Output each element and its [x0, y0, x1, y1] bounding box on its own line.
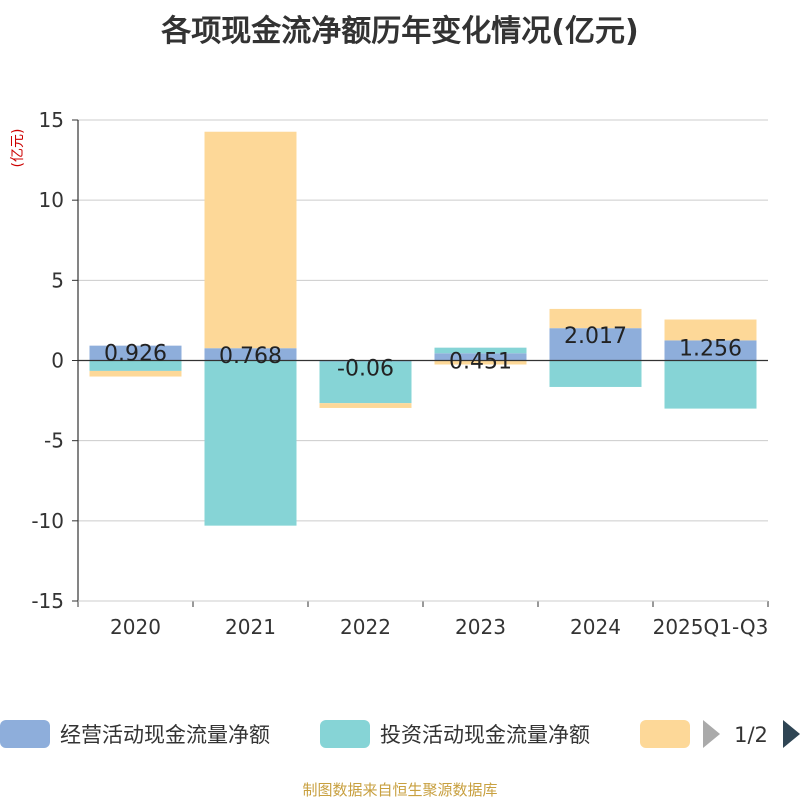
- data-label: 0.451: [449, 349, 512, 374]
- y-tick-label: 0: [51, 349, 64, 373]
- bar-segment: [549, 328, 642, 361]
- data-label: 0.768: [219, 344, 282, 369]
- legend-prev-icon[interactable]: [703, 720, 720, 748]
- y-tick-label: 10: [39, 188, 64, 212]
- bar-segment: [319, 361, 412, 404]
- legend-swatch: [320, 720, 370, 748]
- data-label: 1.256: [679, 336, 742, 361]
- bar-segment: [434, 353, 527, 361]
- bar-segment: [434, 360, 527, 365]
- bar-segment: [89, 370, 182, 377]
- source-note: 制图数据来自恒生聚源数据库: [302, 781, 498, 799]
- legend-label: 经营活动现金流量净额: [60, 723, 270, 747]
- bar-segment: [549, 360, 642, 387]
- bar-segment: [434, 347, 527, 354]
- bar-segment: [204, 360, 297, 526]
- bar-segment: [204, 131, 297, 349]
- bar-segment: [664, 340, 757, 361]
- y-tick-label: 5: [51, 268, 64, 292]
- bar-segment: [549, 308, 642, 329]
- legend-page: 1/2: [734, 723, 768, 747]
- x-tick-label: 2025Q1-Q3: [653, 615, 769, 639]
- y-tick-label: -5: [44, 429, 64, 453]
- legend-next-icon[interactable]: [783, 720, 800, 748]
- data-label: -0.06: [337, 357, 394, 382]
- y-tick-label: -10: [31, 509, 64, 533]
- axes: 15 10 5 0 -5 -10 -15 (亿元) 2020 2021 2022 2023 2024 20…: [10, 108, 769, 639]
- legend-label: 投资活动现金流量净额: [380, 723, 590, 747]
- bar-segment: [319, 403, 412, 408]
- bar-segment: [89, 360, 182, 371]
- data-label: 0.926: [104, 342, 167, 367]
- bar-segment: [204, 348, 297, 361]
- chart-title: 各项现金流净额历年变化情况(亿元): [161, 14, 639, 49]
- y-axis-title: (亿元): [10, 129, 26, 168]
- x-tick-label: 2021: [225, 615, 276, 639]
- x-tick-label: 2024: [570, 615, 621, 639]
- x-tick-label: 2023: [455, 615, 506, 639]
- bar-segment: [664, 360, 757, 409]
- data-label: 2.017: [564, 324, 627, 349]
- data-labels: 0.926 0.768 -0.06 0.451 2.017 1.256: [104, 324, 742, 381]
- x-tick-label: 2022: [340, 615, 391, 639]
- legend-swatch: [0, 720, 50, 748]
- legend: 经营活动现金流量净额 投资活动现金流量净额 1/2: [0, 720, 800, 748]
- bar-segment: [664, 319, 757, 341]
- legend-swatch: [640, 720, 690, 748]
- y-tick-label: -15: [31, 589, 64, 613]
- bar-layer: [89, 131, 757, 526]
- y-tick-label: 15: [39, 108, 64, 132]
- x-tick-label: 2020: [110, 615, 161, 639]
- bar-segment: [89, 345, 182, 361]
